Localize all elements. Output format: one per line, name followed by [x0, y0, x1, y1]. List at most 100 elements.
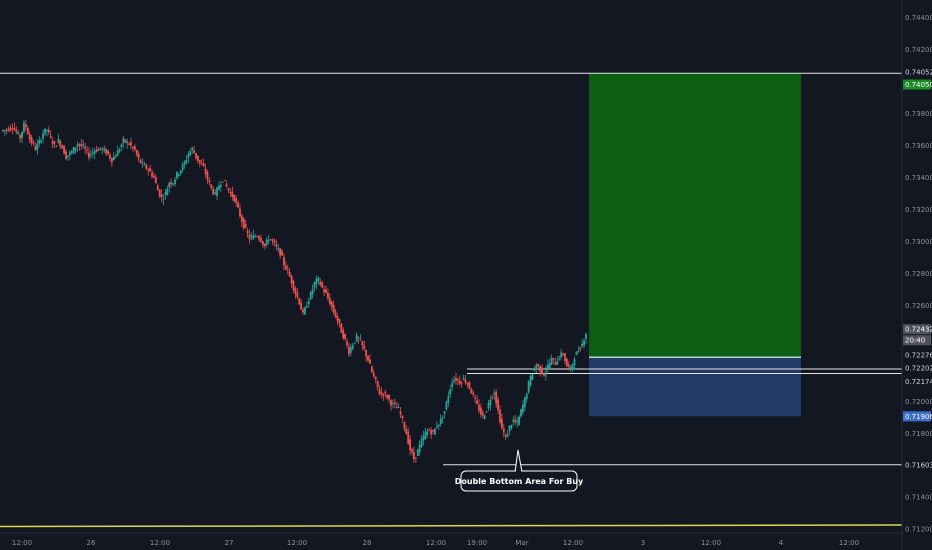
- candle-252: [481, 409, 484, 419]
- candle-117: [223, 179, 226, 181]
- candle-147: [281, 249, 283, 256]
- candle-101: [193, 146, 195, 154]
- candle-91: [174, 176, 176, 188]
- candle-172: [328, 293, 331, 306]
- candle-154: [294, 286, 297, 299]
- candle-186: [355, 332, 358, 343]
- candle-83: [158, 189, 161, 199]
- candle-114: [218, 181, 220, 191]
- candle-55: [105, 147, 108, 157]
- candle-144: [275, 239, 278, 251]
- candle-202: [386, 393, 389, 401]
- candle-191: [365, 349, 368, 362]
- candle-67: [128, 141, 130, 146]
- candle-232: [443, 411, 446, 419]
- svg-text:0.74052: 0.74052: [905, 69, 932, 77]
- candle-56: [107, 149, 109, 156]
- candle-274: [523, 396, 526, 412]
- candle-120: [229, 188, 232, 197]
- candle-164: [313, 281, 316, 292]
- candle-165: [315, 275, 318, 290]
- candle-111: [212, 186, 215, 196]
- candle-157: [300, 299, 303, 310]
- candle-300: [573, 356, 576, 370]
- double-bottom-annotation[interactable]: Double Bottom Area For Buy: [455, 449, 584, 492]
- candle-139: [265, 237, 268, 248]
- time-axis[interactable]: 12:00 26 12:00 27 12:00 28 12:00 19:00 Mar 12:00 3…: [12, 539, 859, 547]
- candle-203: [388, 394, 390, 404]
- price-axis[interactable]: 0.74400 0.74200 0.73800 0.73600 0.73400 0.732…: [905, 14, 932, 534]
- candle-266: [508, 425, 511, 435]
- candle-37: [70, 149, 73, 155]
- price-tick-8: 0.72600: [905, 302, 932, 310]
- candle-248: [474, 394, 477, 404]
- candle-231: [441, 415, 444, 424]
- candles[interactable]: [2, 119, 587, 463]
- candle-250: [478, 399, 480, 414]
- candle-290: [554, 358, 557, 366]
- candle-204: [390, 398, 392, 411]
- candle-29: [55, 145, 58, 147]
- candle-21: [40, 138, 43, 145]
- time-tick-12: 4: [779, 539, 784, 547]
- svg-text:0.72174: 0.72174: [905, 378, 932, 386]
- stop-zone[interactable]: [589, 357, 801, 417]
- candle-224: [428, 428, 431, 432]
- price-tag-2: 0.72432: [903, 324, 932, 335]
- candle-146: [279, 247, 282, 259]
- candle-221: [422, 430, 425, 446]
- candle-285: [544, 366, 547, 381]
- svg-text:0.72202: 0.72202: [905, 365, 932, 373]
- candle-108: [206, 169, 209, 184]
- candle-167: [319, 278, 322, 287]
- candle-299: [571, 363, 574, 373]
- candle-246: [470, 387, 473, 394]
- candle-245: [468, 381, 471, 390]
- candle-70: [133, 144, 136, 152]
- time-tick-9: 12:00: [563, 539, 583, 547]
- candle-193: [369, 354, 371, 364]
- candle-126: [240, 213, 243, 228]
- candle-128: [244, 219, 247, 229]
- candle-163: [311, 284, 314, 299]
- candle-22: [42, 129, 44, 143]
- svg-text:0.74050: 0.74050: [905, 81, 932, 89]
- candle-227: [434, 428, 436, 436]
- candle-86: [164, 188, 167, 200]
- candle-63: [120, 143, 123, 151]
- candle-123: [235, 194, 238, 207]
- candle-184: [351, 343, 354, 351]
- candle-180: [344, 333, 347, 341]
- candle-85: [162, 193, 165, 206]
- candle-32: [61, 144, 64, 150]
- candle-5: [9, 124, 12, 133]
- svg-text:0.72432: 0.72432: [905, 326, 932, 334]
- candle-82: [156, 183, 159, 191]
- candle-242: [462, 374, 465, 381]
- candle-112: [214, 188, 217, 196]
- candle-236: [451, 378, 454, 392]
- candle-187: [357, 335, 360, 345]
- candle-189: [361, 340, 364, 351]
- candle-294: [562, 352, 564, 357]
- candle-17: [32, 140, 35, 147]
- svg-text:0.72276: 0.72276: [905, 352, 932, 360]
- price-tick-5: 0.73200: [905, 206, 932, 214]
- candle-71: [135, 149, 138, 157]
- candle-182: [348, 342, 350, 358]
- candle-45: [86, 146, 88, 155]
- candle-143: [273, 238, 276, 247]
- candle-171: [327, 288, 329, 301]
- candle-11: [21, 131, 23, 144]
- candle-69: [132, 146, 134, 152]
- candle-214: [409, 435, 412, 456]
- target-zone[interactable]: [589, 73, 801, 358]
- candle-247: [472, 390, 475, 398]
- candle-168: [321, 280, 324, 289]
- candle-275: [525, 392, 528, 403]
- price-tick-0: 0.74400: [905, 14, 932, 22]
- price-tick-2: 0.73800: [905, 110, 932, 118]
- candle-107: [204, 163, 207, 178]
- price-tag-8: 0.71603: [903, 459, 932, 470]
